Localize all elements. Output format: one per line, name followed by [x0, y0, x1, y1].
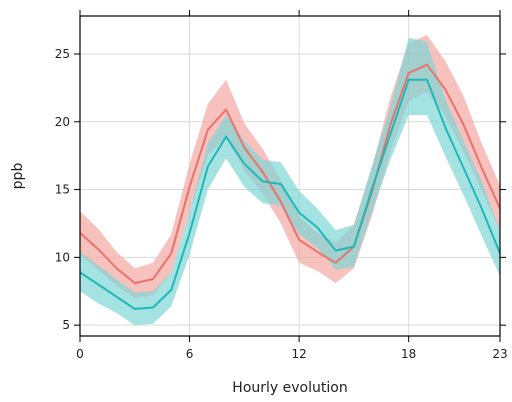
data-point — [262, 171, 264, 173]
data-point — [280, 201, 282, 203]
data-point — [225, 136, 227, 138]
data-point — [116, 296, 118, 298]
y-tick-label: 25 — [55, 47, 70, 61]
plot-frame — [79, 15, 501, 337]
data-point — [152, 307, 154, 309]
series-lines — [79, 63, 501, 310]
data-point — [298, 239, 300, 241]
data-point — [280, 183, 282, 185]
data-point — [481, 208, 483, 210]
series-line-1 — [79, 63, 501, 285]
data-point — [462, 167, 464, 169]
x-tick-label: 12 — [291, 347, 306, 361]
data-point — [426, 64, 428, 66]
data-point — [371, 187, 373, 189]
data-point — [298, 212, 300, 214]
data-point — [134, 308, 136, 310]
y-axis-title: ppb — [10, 163, 26, 190]
data-point — [408, 79, 410, 81]
data-point — [389, 133, 391, 135]
data-point — [134, 282, 136, 284]
data-point — [116, 267, 118, 269]
data-point — [335, 262, 337, 264]
x-tick-label: 18 — [401, 347, 416, 361]
y-tick-label: 5 — [62, 318, 70, 332]
x-tick-label: 0 — [76, 347, 84, 361]
data-point — [444, 126, 446, 128]
data-point — [189, 186, 191, 188]
data-point — [389, 123, 391, 125]
data-point — [353, 246, 355, 248]
data-point — [426, 79, 428, 81]
data-point — [481, 167, 483, 169]
data-point — [335, 250, 337, 252]
data-point — [97, 248, 99, 250]
data-point — [243, 163, 245, 165]
data-point — [243, 147, 245, 149]
axis-ticks: 0 6 12 18 23 5 10 15 20 25 — [55, 10, 508, 361]
data-point — [152, 278, 154, 280]
data-point — [316, 251, 318, 253]
x-axis-title: Hourly evolution — [232, 380, 347, 396]
x-tick-label: 6 — [186, 347, 194, 361]
series-line-2 — [79, 78, 501, 310]
data-point — [207, 166, 209, 168]
x-tick-label: 23 — [492, 347, 507, 361]
data-point — [316, 227, 318, 229]
data-point — [262, 180, 264, 182]
data-point — [170, 289, 172, 291]
data-point — [225, 109, 227, 111]
y-tick-label: 10 — [55, 250, 70, 264]
data-point — [462, 123, 464, 125]
data-point — [189, 232, 191, 234]
data-point — [444, 88, 446, 90]
data-point — [170, 252, 172, 254]
data-point — [408, 72, 410, 74]
y-tick-label: 20 — [55, 115, 70, 129]
y-tick-label: 15 — [55, 183, 70, 197]
data-point — [97, 283, 99, 285]
data-point — [207, 129, 209, 131]
